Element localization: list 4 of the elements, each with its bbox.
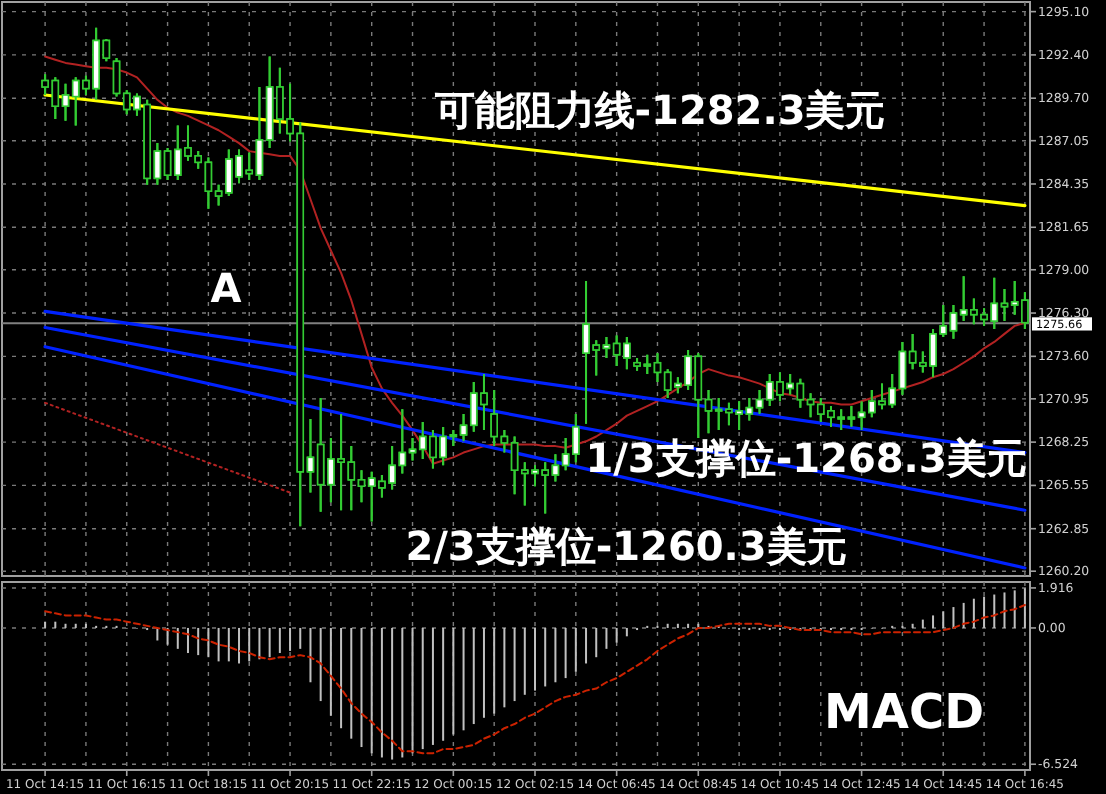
annotation: A [210,264,243,312]
annotation: 2/3支撑位-1260.3美元 [405,522,847,570]
annotation: MACD [824,684,984,740]
annotation: 可能阻力线-1282.3美元 [432,86,886,134]
